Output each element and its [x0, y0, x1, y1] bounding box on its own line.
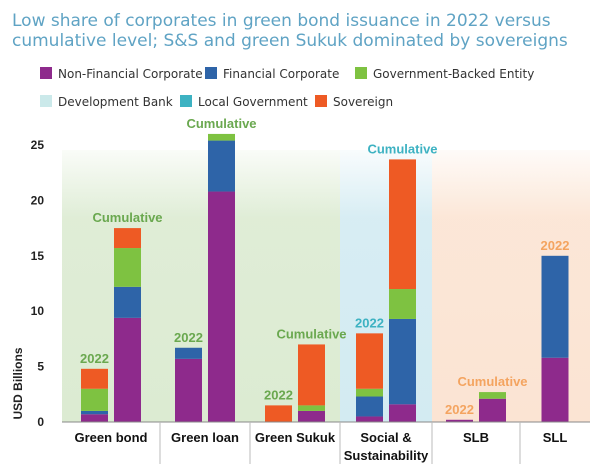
legend-swatch-db [40, 95, 52, 107]
y-tick-label: 5 [37, 360, 44, 374]
bar-segment-nfc [356, 416, 383, 422]
y-axis: 0 5 10 15 20 25 USD Billions [11, 138, 44, 429]
category-band [62, 150, 160, 422]
bar-segment-fc [541, 255, 569, 358]
bar-label: 2022 [445, 402, 474, 417]
y-tick-label: 15 [31, 249, 45, 263]
bar-segment-nfc [389, 404, 416, 422]
legend-swatch-lg [180, 95, 192, 107]
bar-segment-gbe [298, 405, 325, 411]
category-label: Green loan [171, 430, 239, 445]
legend-swatch-gbe [355, 67, 367, 79]
legend-label-db: Development Bank [58, 95, 173, 109]
y-axis-label: USD Billions [11, 347, 25, 419]
bar-label: 2022 [174, 330, 203, 345]
y-tick-label: 0 [37, 415, 44, 429]
y-tick-label: 25 [31, 138, 45, 152]
bar-segment-fc [175, 347, 202, 359]
bar-segment-gbe [81, 388, 108, 411]
bar-segment-gbe [208, 133, 235, 141]
bar-segment-gbe [479, 392, 506, 399]
bar-segment-fc [208, 140, 235, 192]
bar-label: Cumulative [276, 326, 346, 341]
bar-segment-gbe [356, 388, 383, 397]
bar-segment-sov [265, 405, 292, 422]
bar-labels: 2022 Cumulative 2022 Cumulative 2022 Cumulati… [80, 116, 569, 417]
legend-label-sov: Sovereign [333, 95, 393, 109]
bar-segment-nfc [114, 317, 141, 422]
bar-segment-nfc [298, 410, 325, 422]
bar-label: 2022 [264, 387, 293, 402]
bar-segment-fc [114, 286, 141, 318]
bar-segment-fc [356, 396, 383, 417]
category-band [250, 150, 340, 422]
bar-label: 2022 [541, 238, 570, 253]
bar-segment-fc [81, 410, 108, 415]
category-label: Sustainability [344, 448, 429, 463]
bar-segment-gbe [114, 248, 141, 287]
bar-segment-sov [81, 368, 108, 389]
bar-segment-sov [356, 333, 383, 389]
bar-label: 2022 [355, 315, 384, 330]
bar-label: Cumulative [186, 116, 256, 131]
bar-label: Cumulative [92, 210, 162, 225]
bars [81, 133, 569, 422]
legend-swatch-nfc [40, 67, 52, 79]
legend-swatch-fc [205, 67, 217, 79]
legend-label-fc: Financial Corporate [223, 67, 339, 81]
bar-segment-sov [389, 159, 416, 290]
legend-swatch-sov [315, 95, 327, 107]
title-line: cumulative level; S&S and green Sukuk do… [12, 31, 568, 51]
category-band [432, 150, 520, 422]
bar-segment-nfc [479, 398, 506, 422]
category-label: Green Sukuk [255, 430, 336, 445]
category-label: SLL [543, 430, 568, 445]
title-line: Low share of corporates in green bond is… [12, 11, 551, 31]
category-label: Green bond [75, 430, 148, 445]
category-band [340, 150, 432, 422]
legend-label-nfc: Non-Financial Corporate [58, 67, 203, 81]
bar-segment-sov [114, 228, 141, 249]
bar-label: Cumulative [457, 374, 527, 389]
x-axis: Green bond Green loan Green Sukuk Social & S… [62, 421, 590, 464]
bar-segment-nfc [541, 357, 569, 422]
chart-title: Low share of corporates in green bond is… [12, 11, 568, 51]
bar-segment-nfc [208, 191, 235, 422]
category-label: SLB [463, 430, 489, 445]
bar-segment-gbe [389, 289, 416, 319]
bar-segment-nfc [81, 414, 108, 422]
bar-label: Cumulative [367, 141, 437, 156]
bar-segment-nfc [175, 358, 202, 422]
bar-segment-sov [298, 344, 325, 406]
category-label: Social & [360, 430, 411, 445]
category-band [160, 150, 250, 422]
y-tick-label: 10 [31, 304, 45, 318]
legend-label-gbe: Government-Backed Entity [373, 67, 534, 81]
bar-segment-nfc [446, 419, 473, 422]
legend: Non-Financial Corporate Financial Corpora… [40, 67, 534, 109]
y-tick-label: 20 [31, 193, 45, 207]
bar-label: 2022 [80, 351, 109, 366]
legend-label-lg: Local Government [198, 95, 308, 109]
bar-segment-fc [389, 318, 416, 405]
